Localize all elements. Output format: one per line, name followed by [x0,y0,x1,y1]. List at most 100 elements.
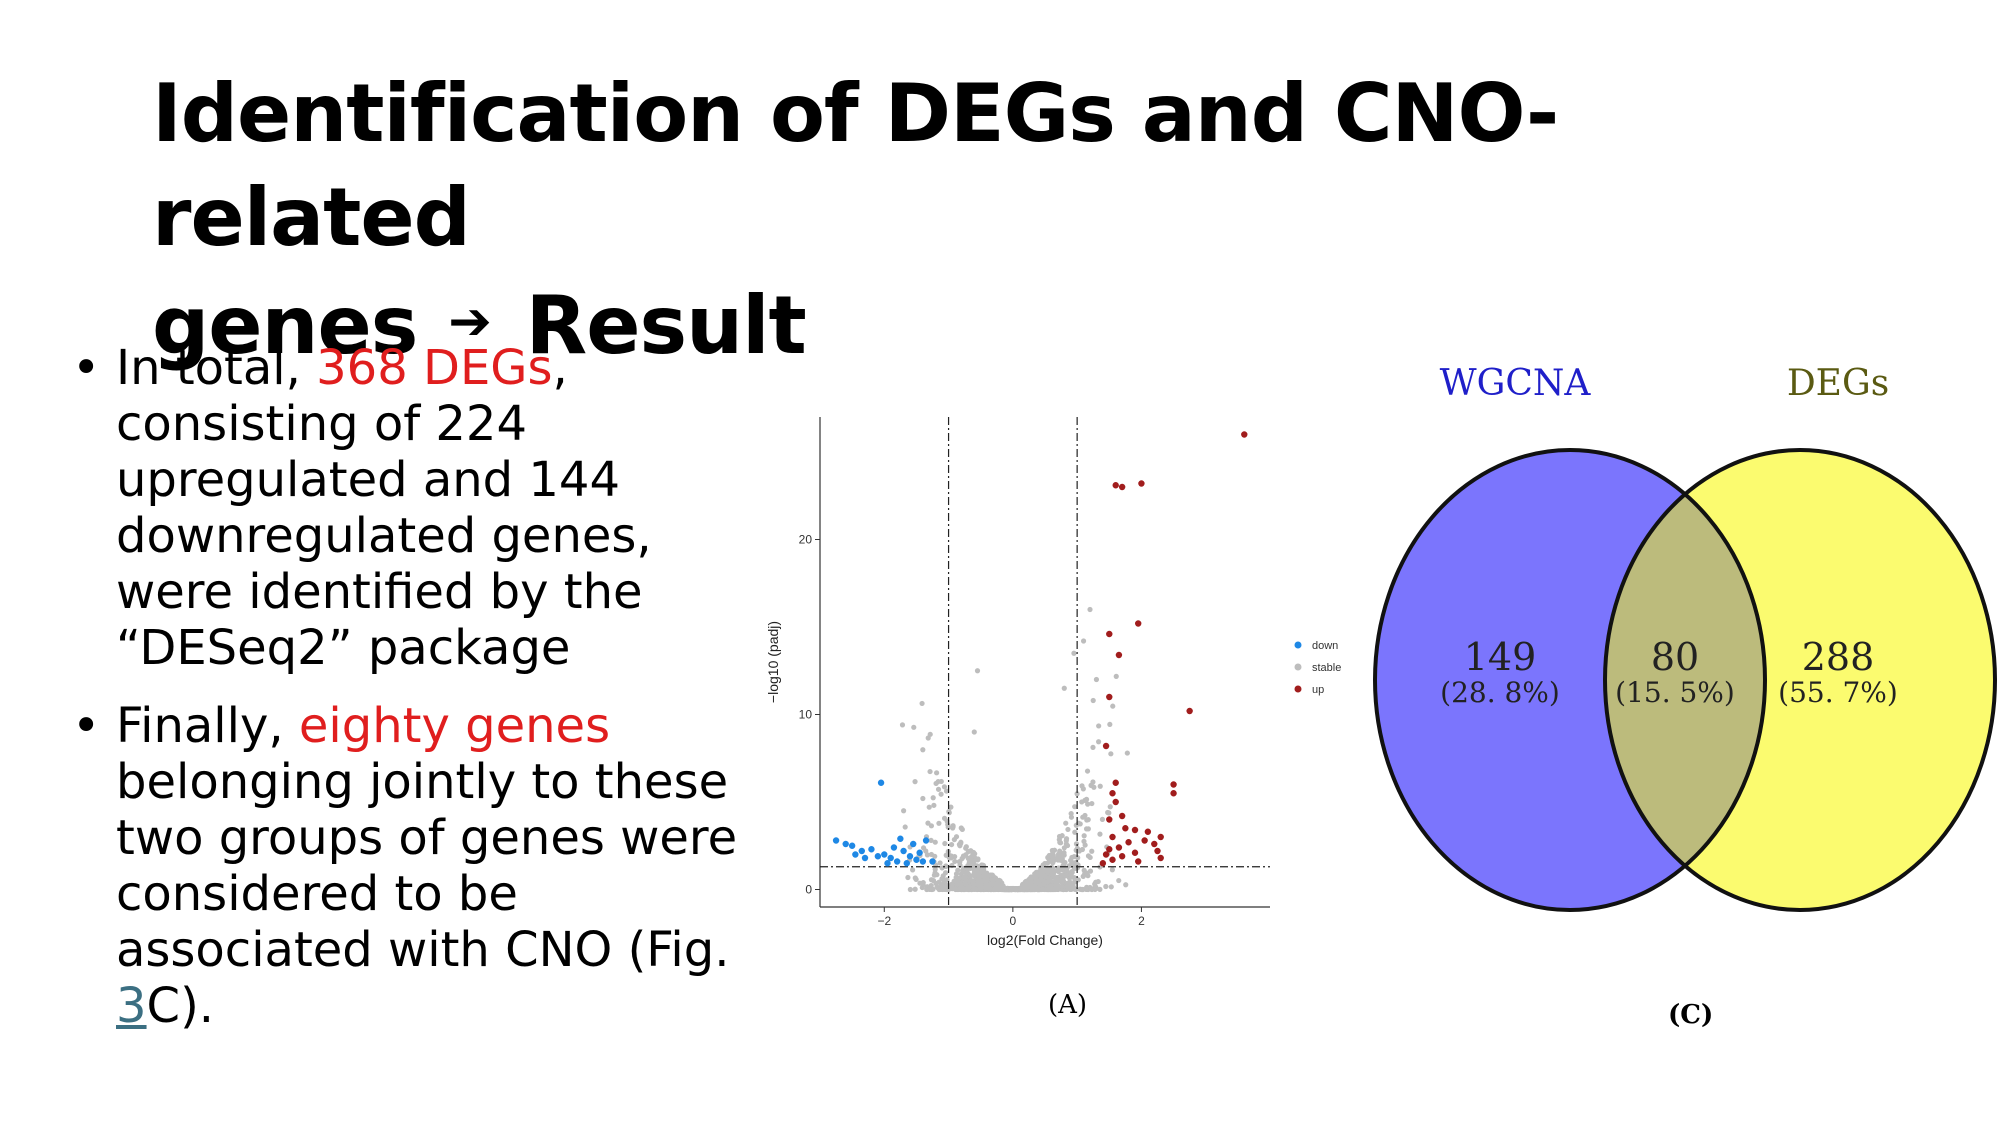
up-point [1106,816,1113,823]
up-point [1118,812,1126,820]
stable-point [934,770,940,776]
stable-point [974,868,980,874]
up-point [1241,431,1248,438]
stable-point [957,859,963,865]
stable-point [932,839,938,845]
y-axis-label: −log10 (padj) [765,621,781,703]
stable-point [1080,814,1086,820]
down-point [881,851,888,858]
title-result: Result [525,279,807,372]
stable-point [1108,751,1114,757]
legend-label: down [1312,640,1338,652]
stable-point [1083,886,1089,892]
bullet-list: • In total, 368 DEGs, consisting of 224 u… [72,340,772,1056]
up-point [1131,826,1139,834]
stable-points [899,606,1130,893]
y-tick-label: 10 [799,708,813,722]
title-genes: genes [152,279,418,372]
down-point [858,847,865,855]
stable-point [1085,873,1091,879]
figure-link[interactable]: 3 [116,978,147,1034]
up-point [1138,480,1145,487]
stable-point [1063,820,1069,826]
stable-point [937,860,943,866]
stable-point [1123,882,1129,888]
overlap-region [1605,450,1765,910]
up-point [1112,482,1119,489]
stable-point [1092,886,1098,893]
stable-point [979,869,985,875]
stable-point [1044,860,1051,866]
stable-point [1061,850,1067,856]
stable-point [1045,869,1051,875]
stable-point [1084,768,1091,774]
up-point [1106,693,1113,701]
stable-point [1089,848,1095,854]
down-point [903,860,910,867]
stable-point [1063,836,1070,842]
stable-point [948,804,954,810]
stable-point [928,837,934,844]
region-percent: (15. 5%) [1615,676,1735,709]
stable-point [920,747,926,753]
stable-point [1097,831,1103,837]
stable-point [1096,723,1102,729]
stable-point [1046,885,1052,892]
stable-point [1033,877,1039,883]
stable-point [1107,721,1113,728]
stable-point [1061,845,1067,851]
up-point [1102,851,1110,858]
stable-point [926,804,932,810]
stable-point [1049,847,1055,854]
up-point [1112,798,1119,806]
caption-a: (A) [1048,990,1088,1020]
stable-point [1055,878,1061,884]
stable-point [1105,809,1111,816]
bullet-dot-icon: • [72,698,101,754]
stable-point [952,886,959,892]
stable-point [1040,878,1047,884]
stable-point [956,875,963,881]
stable-point [974,863,980,869]
stable-point [1096,739,1102,745]
down-point [874,853,882,860]
stable-point [928,823,935,829]
stable-point [1109,867,1115,873]
stable-point [955,879,961,886]
stable-point [960,866,967,872]
down-point [868,846,875,853]
stable-point [1068,857,1074,863]
stable-point [946,808,952,815]
down-point [906,853,914,860]
stable-point [912,875,918,881]
stable-point [1057,848,1063,854]
stable-point [1032,886,1038,893]
stable-point [961,853,967,860]
stable-point [1082,842,1088,848]
stable-point [1065,826,1071,833]
stable-point [970,878,976,885]
stable-point [930,878,937,884]
stable-point [1080,786,1086,792]
up-point [1115,844,1123,851]
stable-point [991,886,998,893]
stable-point [1099,816,1106,822]
stable-point [1067,879,1073,885]
stable-point [970,850,977,856]
stable-point [939,876,945,882]
stable-point [963,844,969,850]
down-point [910,840,917,848]
stable-point [1046,852,1052,859]
stable-point [1072,804,1078,810]
stable-point [1113,673,1119,679]
region-percent: (28. 8%) [1440,676,1560,709]
stable-point [1092,881,1098,887]
down-point [900,847,907,855]
stable-point [1083,826,1090,832]
stable-point [1085,853,1092,859]
legend-label: up [1312,684,1324,696]
stable-point [927,768,933,775]
stable-point [959,886,965,892]
legend-label: stable [1312,662,1341,674]
stable-point [1036,880,1043,887]
